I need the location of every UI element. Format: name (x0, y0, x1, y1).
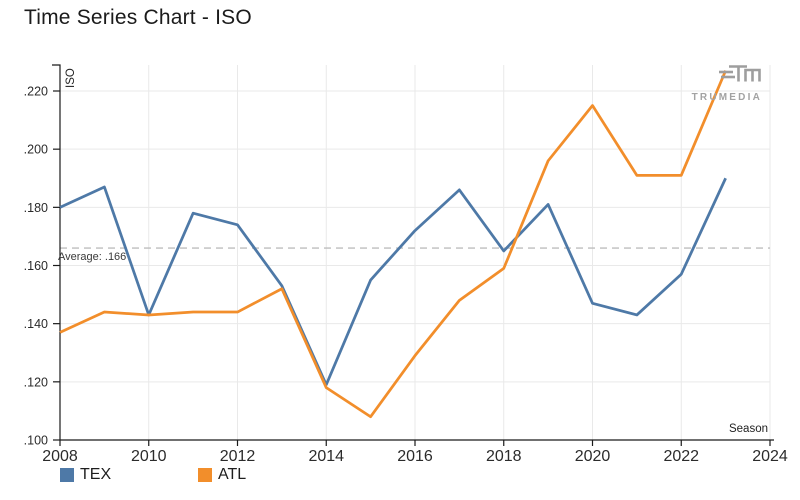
x-tick-label: 2008 (42, 448, 78, 465)
trumedia-logo-text: TRUMEDIA (691, 92, 762, 103)
x-tick-label: 2010 (131, 448, 167, 465)
atl-legend-swatch (198, 468, 212, 482)
y-tick-label: .100 (24, 434, 48, 448)
x-tick-label: 2018 (486, 448, 522, 465)
tex-legend-label: TEX (80, 466, 112, 483)
atl-legend-label: ATL (218, 466, 247, 483)
x-tick-label: 2022 (663, 448, 699, 465)
x-tick-label: 2024 (752, 448, 788, 465)
y-tick-label: .140 (24, 317, 48, 331)
legend-item-atl[interactable]: ATL (198, 466, 246, 484)
y-tick-label: .120 (24, 375, 48, 389)
trumedia-logo-icon (719, 65, 761, 82)
average-line-label: Average: .166 (58, 251, 127, 264)
series-line-atl[interactable] (59, 70, 727, 419)
page-title: Time Series Chart - ISO (24, 6, 252, 29)
x-axis-title: Season (728, 423, 768, 435)
legend-item-tex[interactable]: TEX (60, 466, 111, 484)
axes (52, 64, 774, 441)
y-axis-title: ISO (65, 68, 77, 88)
y-tick-label: .160 (24, 259, 48, 273)
x-tick-label: 2012 (220, 448, 256, 465)
y-tick-label: .200 (24, 143, 48, 157)
x-tick-label: 2020 (575, 448, 611, 465)
series-line-tex[interactable] (59, 177, 727, 387)
y-tick-label: .220 (24, 85, 48, 99)
x-tick-label: 2014 (308, 448, 344, 465)
x-tick-label: 2016 (397, 448, 433, 465)
tex-legend-swatch (60, 468, 74, 482)
trumedia-logo: TRUMEDIA (692, 60, 762, 103)
y-tick-label: .180 (24, 201, 48, 215)
